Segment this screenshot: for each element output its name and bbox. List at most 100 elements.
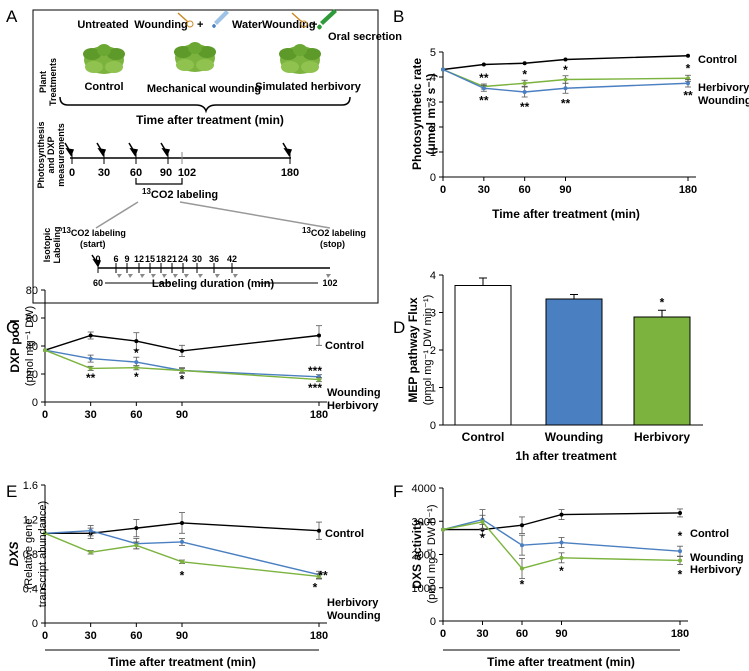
y-tick-label: 0 [430, 420, 436, 432]
significance-marker: * [678, 567, 683, 581]
chart-dxs-transcript: 0 0.4 0.8 1.2 1.6 0 30 60 90 180 DXS (Relative gene… [7, 480, 381, 669]
x-tick-label: 90 [555, 628, 567, 640]
y-tick-label: 60 [26, 313, 38, 325]
panel-label-e: E [6, 482, 17, 501]
y-tick-label: 2 [430, 345, 436, 357]
svg-text:Plant: Plant [38, 71, 48, 93]
point-wounding [88, 356, 93, 361]
significance-marker: ** [520, 100, 530, 114]
plant-control-icon [83, 44, 125, 74]
point-herbivory [520, 566, 524, 571]
series-label-control: Control [698, 54, 737, 66]
y-tick-label: 40 [26, 341, 38, 353]
significance-marker: * [559, 564, 564, 578]
significance-marker: *** [308, 381, 322, 395]
point-herbivory [678, 558, 682, 563]
x-axis-label: Time after treatment (min) [487, 655, 635, 669]
labeling-arrow-icon [117, 274, 122, 278]
tracing-wheel-icon [291, 12, 308, 28]
labeling-bracket [135, 178, 183, 185]
plant-label-simulated: Simulated herbivory [255, 81, 362, 93]
labeling-arrow-icon [184, 274, 189, 278]
label-start-1: 13CO2 labeling [62, 226, 126, 238]
point-control [88, 333, 93, 338]
significance-marker: * [480, 531, 485, 545]
labeling-tick-label: 21 [167, 254, 177, 264]
plant-label-mechanical: Mechanical wounding [147, 83, 261, 95]
point-wounding [559, 540, 564, 545]
labeling-arrow-icon [128, 274, 133, 278]
plus-sign-2: + [311, 19, 317, 31]
labeling-tick-label: 36 [209, 254, 219, 264]
x-tick-label: 60 [516, 628, 528, 640]
point-herbivory [317, 377, 321, 382]
co2-labeling-label: 13CO2 labeling [142, 187, 218, 201]
label-stop-1: 13CO2 labeling [302, 226, 366, 238]
labeling-tick-label: 0 [95, 254, 100, 264]
y-tick-label: 3 [430, 308, 436, 320]
significance-marker: * [313, 580, 318, 594]
chart-dxs-activity: 0 1000 2000 3000 4000 0 30 60 90 180 DXS activity(… [410, 483, 744, 669]
panel-label-b: B [393, 7, 404, 26]
point-herbivory [317, 574, 321, 579]
significance-marker: ** [479, 71, 489, 85]
significance-marker: ** [561, 97, 571, 111]
category-label: Herbivory [634, 430, 690, 444]
series-label-wounding: Wounding [327, 610, 381, 622]
x-tick-label: 180 [679, 184, 697, 196]
row-label-plant-treatments: Plant Treatments [38, 58, 58, 106]
y-tick-label: 80 [26, 285, 38, 297]
point-herbivory [559, 555, 564, 560]
labeling-tick-label: 42 [227, 254, 237, 264]
y-tick-label: 5 [430, 47, 436, 59]
x-tick-label: 0 [440, 184, 446, 196]
bar-control [454, 285, 512, 426]
x-tick-label: 0 [42, 630, 48, 642]
x-tick-label: 0 [440, 628, 446, 640]
point-herbivory [441, 527, 445, 532]
wounding-water-header: Wounding + Water [134, 10, 263, 31]
x-tick-label: 90 [176, 409, 188, 421]
y-tick-label: 3000 [412, 516, 436, 528]
x-tick-label: 180 [310, 409, 328, 421]
x-axis-label: 1h after treatment [515, 449, 616, 463]
y-tick-label: 1 [430, 147, 436, 159]
timeline-tick-180: 180 [281, 167, 299, 179]
point-herbivory [480, 519, 485, 524]
label-stop-2: (stop) [320, 239, 345, 249]
point-wounding [520, 543, 524, 548]
point-wounding [180, 539, 184, 544]
series-label-control: Control [325, 528, 364, 540]
svg-text:measurements: measurements [56, 123, 66, 187]
point-wounding [522, 90, 527, 94]
plus-sign-1: + [197, 19, 203, 31]
labeling-arrow-icon [215, 274, 220, 278]
timeline-tick-30: 30 [98, 167, 110, 179]
significance-marker: * [522, 67, 527, 81]
significance-marker: * [520, 577, 525, 591]
series-label-herbivory: Herbivory [698, 82, 749, 94]
labeling-tick-label: 30 [192, 254, 202, 264]
chart-dxp-pool: 0 20 40 60 80 0 30 60 90 180 DXP pool (pmol mg⁻¹ DW… [8, 285, 381, 421]
point-control [520, 523, 524, 528]
svg-text:and DXP: and DXP [46, 136, 56, 173]
y-tick-label: 1000 [412, 583, 436, 595]
x-axis-label: Time after treatment (min) [492, 207, 640, 221]
labeling-arrow-icon [162, 274, 167, 278]
point-wounding [678, 549, 682, 554]
y-tick-label: 3 [430, 97, 436, 109]
panel-label-c: C [6, 318, 18, 337]
oral-secretion-label: Oral secretion [328, 31, 402, 43]
row-label-photosynthesis: Photosynthesis and DXP measurements [36, 121, 66, 188]
y-tick-label: 4 [430, 270, 436, 282]
x-tick-label: 90 [176, 630, 188, 642]
point-control [180, 520, 184, 525]
point-wounding [134, 360, 139, 365]
x-tick-label: 0 [42, 409, 48, 421]
significance-marker: * [660, 295, 665, 309]
labeling-tick-label: 12 [134, 254, 144, 264]
y-tick-label: 1.2 [23, 515, 38, 527]
series-label-herbivory: Herbivory [327, 400, 379, 412]
labeling-arrow-icon [198, 274, 203, 278]
category-label: Wounding [545, 430, 603, 444]
